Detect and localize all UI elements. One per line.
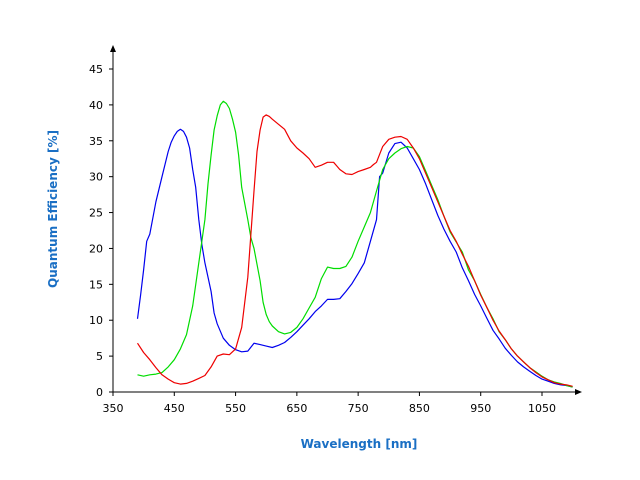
series-line-1 bbox=[136, 128, 573, 388]
x-tick-label: 850 bbox=[409, 402, 430, 415]
x-tick-label: 350 bbox=[103, 402, 124, 415]
y-tick-label: 15 bbox=[89, 278, 103, 291]
x-axis-title: Wavelength [nm] bbox=[301, 437, 418, 451]
x-tick-label: 450 bbox=[164, 402, 185, 415]
series-layer bbox=[136, 100, 573, 388]
y-tick-label: 20 bbox=[89, 242, 103, 255]
x-tick-label: 650 bbox=[286, 402, 307, 415]
y-axis-title: Quantum Efficiency [%] bbox=[46, 130, 60, 288]
y-tick-label: 25 bbox=[89, 207, 103, 220]
series-line-3 bbox=[136, 114, 573, 387]
y-tick-label: 10 bbox=[89, 314, 103, 327]
y-axis-arrow bbox=[110, 45, 116, 52]
y-tick-label: 30 bbox=[89, 171, 103, 184]
y-tick-label: 40 bbox=[89, 99, 103, 112]
ticks-layer: 350 450 550 650 750 850 950 1050 0 5 10 15 20 25 30 35 4… bbox=[89, 63, 556, 415]
x-tick-label: 1050 bbox=[528, 402, 556, 415]
x-tick-label: 750 bbox=[348, 402, 369, 415]
x-axis-arrow bbox=[575, 389, 582, 395]
x-tick-label: 950 bbox=[470, 402, 491, 415]
series-line-2 bbox=[137, 100, 573, 388]
y-tick-label: 45 bbox=[89, 63, 103, 76]
axes-layer bbox=[110, 45, 582, 395]
y-tick-label: 5 bbox=[96, 350, 103, 363]
x-tick-label: 550 bbox=[225, 402, 246, 415]
y-tick-label: 0 bbox=[96, 386, 103, 399]
y-tick-label: 35 bbox=[89, 135, 103, 148]
